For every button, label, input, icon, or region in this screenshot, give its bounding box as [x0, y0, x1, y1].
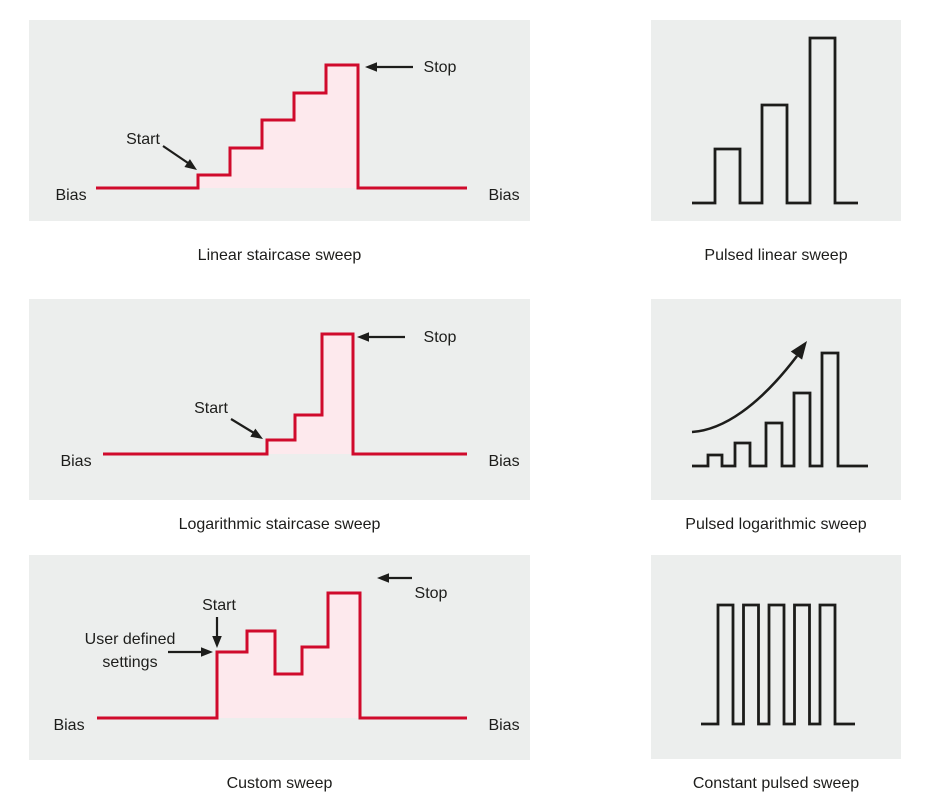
start-arrow-icon	[212, 617, 222, 648]
staircase-fill	[198, 65, 358, 188]
staircase-fill	[217, 593, 360, 718]
start-arrow-icon	[230, 418, 263, 439]
stop-label: Stop	[423, 59, 457, 76]
caption-constant-pulsed: Constant pulsed sweep	[692, 775, 860, 792]
bias-left-label: Bias	[55, 187, 87, 204]
custom-sweep-panel: Bias Bias Start User defined settings St…	[29, 555, 530, 760]
pulsed-logarithmic-waveform	[691, 341, 868, 468]
stop-label: Stop	[414, 585, 448, 602]
staircase-fill	[267, 334, 353, 454]
start-label: Start	[194, 400, 228, 417]
user-defined-arrow-icon	[168, 647, 213, 657]
start-label: Start	[202, 597, 236, 614]
stop-arrow-icon	[377, 573, 412, 583]
pulse-train-path	[692, 36, 858, 205]
pulsed-linear-panel	[651, 20, 901, 221]
pulsed-logarithmic-panel	[651, 299, 901, 500]
pulse-train-path	[692, 351, 868, 468]
logarithmic-staircase-waveform	[103, 332, 467, 456]
user-defined-settings-label: User defined settings	[84, 631, 176, 671]
stop-label: Stop	[423, 329, 457, 346]
bias-right-label: Bias	[488, 187, 520, 204]
pulsed-linear-waveform	[692, 36, 858, 205]
start-label: Start	[126, 131, 160, 148]
caption-linear-staircase: Linear staircase sweep	[197, 247, 362, 264]
staircase-path	[103, 332, 467, 456]
bias-left-label: Bias	[60, 453, 92, 470]
caption-logarithmic-staircase: Logarithmic staircase sweep	[178, 516, 381, 533]
caption-custom-sweep: Custom sweep	[226, 775, 333, 792]
growth-curve-arrow-icon	[691, 341, 807, 434]
caption-pulsed-logarithmic: Pulsed logarithmic sweep	[685, 516, 867, 533]
staircase-path	[97, 591, 467, 720]
linear-staircase-waveform	[96, 62, 467, 190]
pulse-train-path	[701, 603, 855, 726]
logarithmic-staircase-panel: Bias Bias Start Stop	[29, 299, 530, 500]
constant-pulsed-waveform	[701, 603, 855, 726]
bias-right-label: Bias	[488, 453, 520, 470]
stop-arrow-icon	[357, 332, 405, 342]
start-arrow-icon	[162, 145, 197, 170]
constant-pulsed-panel	[651, 555, 901, 759]
caption-pulsed-linear: Pulsed linear sweep	[704, 247, 848, 264]
stop-arrow-icon	[365, 62, 413, 72]
bias-right-label: Bias	[488, 717, 520, 734]
linear-staircase-panel: Bias Bias Start Stop	[29, 20, 530, 221]
staircase-path	[96, 63, 467, 190]
custom-sweep-waveform	[97, 573, 467, 720]
bias-left-label: Bias	[53, 717, 85, 734]
